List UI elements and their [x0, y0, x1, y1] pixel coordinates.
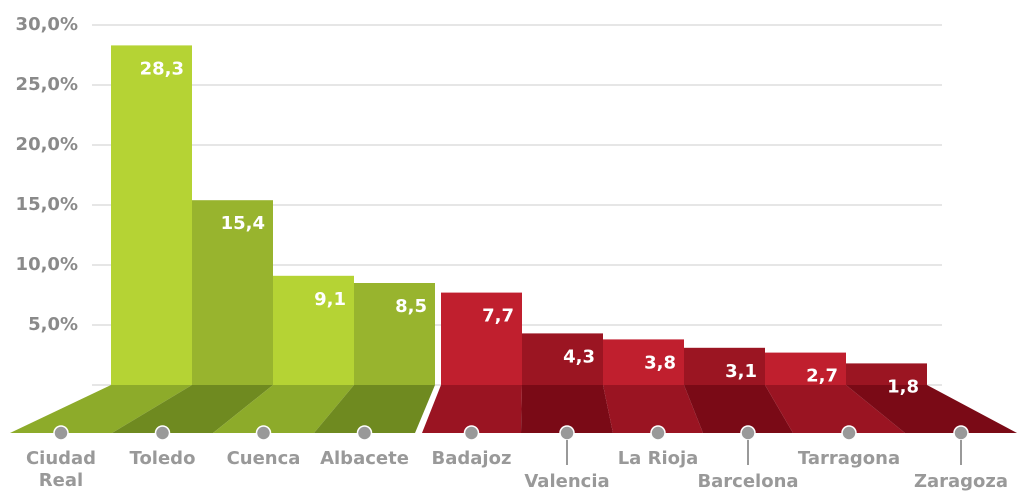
x-tick-label: Tarragona [797, 448, 901, 469]
x-tick-label: Albacete [320, 448, 409, 469]
floor [422, 385, 522, 433]
floor [765, 385, 905, 433]
marker [463, 425, 480, 441]
bar [192, 200, 273, 385]
bar [603, 339, 684, 385]
x-tick-label: Badajoz [431, 448, 512, 469]
bar [765, 352, 846, 385]
marker [53, 425, 69, 441]
y-tick-label: 20,0% [16, 134, 78, 155]
marker [255, 425, 272, 441]
bar [684, 347, 765, 385]
floor [112, 385, 273, 433]
x-tick-label: Toledo [129, 448, 196, 469]
value-label: 15,4 [221, 213, 265, 234]
marker [740, 425, 756, 441]
marker [559, 425, 575, 441]
marker [650, 425, 666, 441]
y-tick-label: 5,0% [28, 314, 78, 335]
value-label: 8,5 [395, 296, 427, 317]
value-label: 3,8 [644, 352, 676, 373]
floor [846, 385, 1017, 433]
marker [356, 425, 373, 441]
x-tick-label: Valencia [524, 471, 610, 492]
x-tick-label: Ciudad Real [25, 448, 97, 491]
floor [10, 385, 192, 433]
y-tick-label: 30,0% [16, 14, 78, 35]
bar [522, 333, 603, 385]
floor [684, 385, 793, 433]
value-label: 3,1 [725, 361, 757, 382]
floor [314, 385, 435, 433]
bar [273, 275, 354, 385]
x-tick-label: La Rioja [617, 448, 699, 469]
x-tick-label: Cuenca [226, 448, 301, 469]
marker [953, 425, 969, 441]
value-label: 7,7 [482, 306, 514, 327]
floor [213, 385, 354, 433]
floor [521, 385, 613, 433]
y-tick-label: 15,0% [16, 194, 78, 215]
y-tick-label: 10,0% [16, 254, 78, 275]
value-label: 4,3 [563, 346, 595, 367]
x-tick-label: Zaragoza [913, 471, 1009, 492]
bar [354, 283, 435, 385]
bar [441, 292, 522, 385]
value-label: 1,8 [887, 376, 919, 397]
bar [111, 45, 192, 386]
floor [603, 385, 703, 433]
value-label: 28,3 [140, 58, 184, 79]
y-tick-label: 25,0% [16, 74, 78, 95]
marker [841, 425, 857, 441]
value-label: 9,1 [314, 289, 346, 310]
value-label: 2,7 [806, 366, 838, 387]
x-tick-label: Barcelona [697, 471, 799, 492]
bar [846, 363, 927, 385]
marker [154, 425, 171, 441]
